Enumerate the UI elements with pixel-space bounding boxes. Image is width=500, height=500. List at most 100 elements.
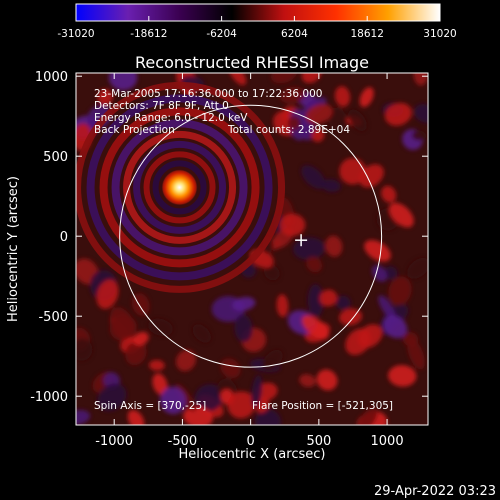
background-noise-blob [345,328,372,356]
x-axis-label: Heliocentric X (arcsec) [179,447,326,462]
background-noise-blob [262,349,283,371]
background-noise-blob [97,383,127,412]
background-noise-blob [183,406,213,425]
ring-artifact [99,107,260,268]
background-noise-blob [339,157,366,185]
solar-limb-circle [119,104,383,368]
spin-axis-text: Spin Axis = [370,-25] [94,400,206,412]
colorbar-tick-label: 31020 [423,28,456,40]
background-noise-blob [359,164,384,188]
background-noise-blob [96,279,119,309]
background-noise-blob [364,239,391,262]
background-noise-blob [287,116,301,131]
background-noise-blob [147,318,174,337]
colorbar-tick-label: -6204 [206,28,237,40]
ring-artifact [133,140,227,234]
x-tick-label: 500 [306,434,331,449]
background-noise-blob [384,266,398,280]
background-noise-blob [381,185,397,203]
background-noise-blob [152,373,168,396]
background-noise-blob [276,294,289,318]
background-noise-blob [234,314,253,343]
colorbar-tick-label: 6204 [281,28,308,40]
method-text: Back Projection [94,124,175,136]
background-noise-blob [228,73,247,86]
y-tick-label: -1000 [30,390,68,405]
energy-range-text: Energy Range: 6.0 - 12.0 keV [94,112,248,124]
ring-artifact [86,94,273,281]
background-noise-blob [301,165,326,189]
background-noise-blob [227,391,256,419]
background-noise-blob [378,295,396,320]
ring-artifact [143,151,216,224]
background-noise-blob [194,384,224,412]
background-noise-blob [97,89,113,106]
annotation-block: 23-Mar-2005 17:16:36.000 to 17:22:36.000… [94,88,393,412]
background-noise-blob [279,213,306,236]
background-noise-blob [76,409,91,425]
background-noise-blob [414,103,428,123]
background-noise-blob [254,408,281,425]
colorbar-labels: -31020 -18612 -6204 6204 18612 31020 [57,28,456,40]
detectors-text: Detectors: 7F 8F 9F, Att 0 [94,100,229,112]
background-noise-blob [279,86,306,104]
colorbar-tick-label: -18612 [130,28,167,40]
background-noise-blob [299,374,316,388]
background-noise-blob [251,374,263,409]
colorbar-tick-label: -31020 [57,28,94,40]
y-axis-ticks: -1000 -500 0 500 1000 [30,70,428,405]
background-noise-blob [407,338,425,370]
ring-artifact [152,160,207,215]
background-noise-blob [149,360,165,371]
background-noise-blob [413,73,428,86]
flare-position-text: Flare Position = [-521,305] [252,400,393,412]
y-axis-label: Heliocentric Y (arcsec) [6,176,21,322]
background-noise-blob [192,324,212,343]
background-noise-blob [357,407,378,425]
x-tick-label: -500 [168,434,198,449]
background-noise-blob [301,315,329,340]
background-noise-blob [131,293,150,316]
background-noise-blob [382,315,408,339]
background-noise-blob [384,102,412,126]
background-noise-blob [388,276,412,306]
background-noise-blob [301,73,322,84]
background-noise-blob [125,341,147,366]
spin-axis-marker [295,234,308,247]
background-noise-blob [305,103,333,125]
background-noise-blob [220,358,241,379]
flare-source [161,169,198,206]
background-noise-blob [371,265,388,282]
colorbar [75,3,441,22]
background-noise-blob [359,87,374,108]
background-noise-blob [270,73,298,84]
background-noise-blob [316,369,338,391]
background-noise-blob [232,297,256,311]
background-noise-blob [335,295,351,310]
background-noise-blob [76,338,93,362]
plot-frame [75,72,429,426]
background-noise-blob [402,331,419,347]
background-noise-blob [411,130,427,141]
y-tick-label: 0 [60,230,68,245]
background-noise-blob [406,257,428,280]
time-range-text: 23-Mar-2005 17:16:36.000 to 17:22:36.000 [94,88,322,100]
background-noise-blob [108,73,138,91]
background-noise-blob [321,179,341,193]
ring-artifact [76,81,286,293]
y-tick-label: 1000 [35,70,68,85]
background-noise-blob [87,105,112,129]
background-noise-blob [133,331,149,346]
background-noise-blob [175,349,196,372]
total-counts-text: Total counts: 2.89E+04 [227,124,350,136]
background-noise-blob [263,264,280,281]
background-noise-blob [388,365,417,387]
background-noise-blob [311,128,325,143]
y-tick-label: 500 [43,150,68,165]
background-noise-blob [328,107,347,132]
background-noise-blob [319,289,338,307]
heatmap [76,73,428,425]
background-noise-blob [159,386,187,415]
chart-title: Reconstructed RHESSI Image [135,53,369,72]
